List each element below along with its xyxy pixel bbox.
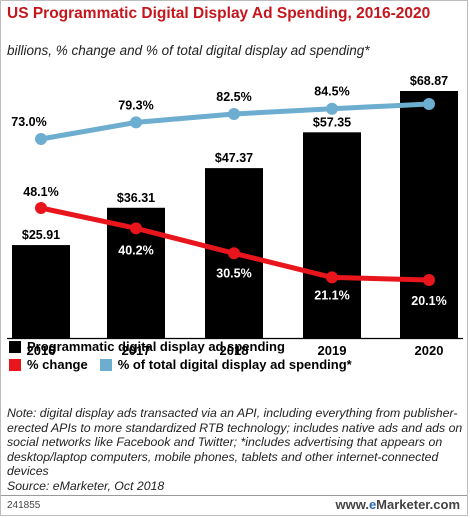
brand-logo: www.eMarketer.com [335,497,460,512]
legend-swatch-spending [9,340,21,353]
point-share-2019 [326,102,338,115]
brand-prefix: www. [335,497,369,512]
legend-label-share: % of total digital display ad spending* [117,357,352,372]
label-bar-2019: $57.35 [313,115,351,129]
point-change-2020 [423,274,435,286]
bar-2020 [400,91,458,338]
x-tick-2018: 2018 [220,343,249,358]
chart-subtitle: billions, % change and % of total digita… [7,43,370,58]
brand-e: e [368,497,377,512]
chart-footer: 241855 www.eMarketer.com [1,495,467,517]
label-share-2020: 86.3% [411,115,446,129]
chart-plot: 73.0% 79.3% 82.5% 84.5% 86.3% $25.91 $36.31 $47… [7,74,463,358]
label-bar-2016: $25.91 [22,228,60,242]
point-change-2019 [326,271,338,284]
legend-swatch-share [99,358,112,371]
point-share-2017 [130,116,142,129]
legend-item-change: % change % of total digital display ad s… [9,357,352,372]
bar-2019 [303,132,361,338]
point-share-2020 [423,98,435,110]
label-bar-2018: $47.37 [215,151,253,165]
label-share-2019: 84.5% [314,85,349,99]
chart-title: US Programmatic Digital Display Ad Spend… [7,5,431,22]
point-change-2018 [228,247,240,260]
point-change-2016 [35,202,47,214]
x-tick-2016: 2016 [27,343,56,358]
chart-code: 241855 [7,500,41,511]
x-tick-2017: 2017 [122,343,151,358]
legend-label-spending: Programmatic digital display ad spending [27,339,285,354]
label-share-2018: 82.5% [216,90,251,104]
label-bar-2017: $36.31 [117,191,155,205]
label-change-2020: 20.1% [411,294,446,308]
point-change-2017 [130,222,142,235]
legend-label-change: % change [27,357,88,372]
x-tick-2019: 2019 [318,343,347,358]
point-share-2018 [228,108,240,120]
brand-suffix: .com [429,497,460,512]
legend-swatch-change [9,358,21,371]
point-share-2016 [35,133,47,145]
source-text: Source: eMarketer, Oct 2018 [7,478,165,493]
label-share-2017: 79.3% [118,98,153,112]
note-text: Note: digital display ads transacted via… [7,406,463,479]
label-change-2017: 40.2% [118,243,153,257]
brand-name: Marketer [376,497,430,512]
label-share-2016: 73.0% [11,115,46,129]
legend-item-spending: Programmatic digital display ad spending [9,339,285,354]
label-change-2016: 48.1% [23,185,58,199]
chart-note: Note: digital display ads transacted via… [7,406,465,494]
bar-2016 [12,245,70,338]
label-change-2019: 21.1% [314,288,349,302]
label-bar-2020: $68.87 [410,74,448,88]
x-tick-2020: 2020 [415,343,444,358]
label-change-2018: 30.5% [216,266,251,280]
